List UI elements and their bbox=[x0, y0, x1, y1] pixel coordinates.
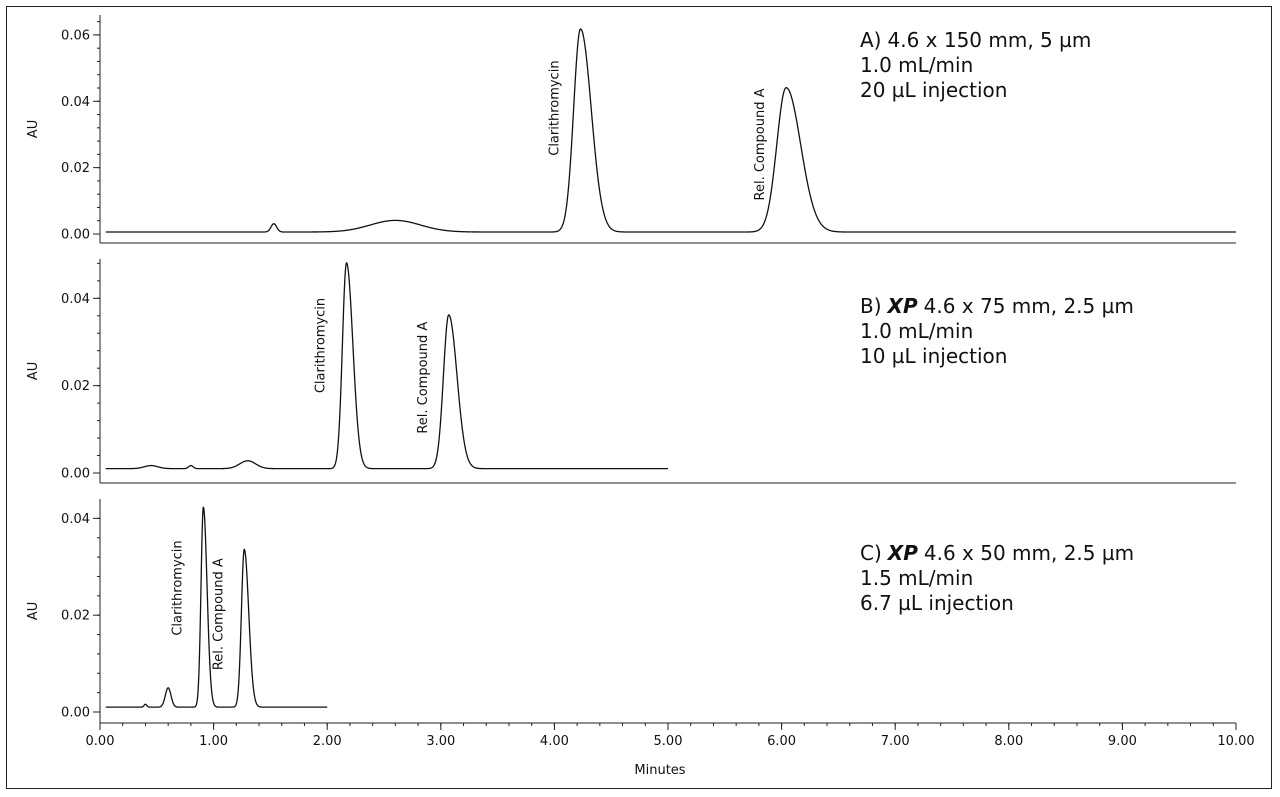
x-tick-label: 9.00 bbox=[1108, 734, 1137, 749]
condition-injection: 6.7 µL injection bbox=[860, 591, 1014, 615]
y-tick-label: 0.00 bbox=[61, 706, 90, 721]
peak-label: Rel. Compound A bbox=[416, 322, 431, 434]
condition-column: 4.6 x 75 mm, 2.5 µm bbox=[924, 294, 1134, 318]
condition-prefix: A) bbox=[860, 28, 881, 52]
y-tick-label: 0.04 bbox=[61, 292, 90, 307]
chromatogram-figure: 0.00 0.02 0.04 0.06 AU Clarithromycin Rel. Com… bbox=[26, 15, 1255, 778]
y-tick-label: 0.02 bbox=[61, 161, 90, 176]
peak-label: Clarithromycin bbox=[548, 60, 563, 155]
x-axis-title: Minutes bbox=[634, 763, 685, 778]
y-axis-title: AU bbox=[26, 602, 41, 620]
condition-injection: 20 µL injection bbox=[860, 78, 1007, 102]
chromatogram-trace-a bbox=[105, 28, 1236, 233]
x-axis: 0.00 1.00 2.00 3.00 4.00 5.00 6.00 7.00 8.00 9.00… bbox=[86, 722, 1255, 778]
y-tick-label: 0.00 bbox=[61, 467, 90, 482]
condition-prefix: B) bbox=[860, 294, 882, 318]
y-tick-label: 0.04 bbox=[61, 512, 90, 527]
figure-frame: 0.00 0.02 0.04 0.06 AU Clarithromycin Rel. Com… bbox=[6, 6, 1272, 789]
condition-column-line: C) XP 4.6 x 50 mm, 2.5 µm bbox=[860, 541, 1134, 565]
condition-prefix: C) bbox=[860, 541, 882, 565]
condition-column: 4.6 x 50 mm, 2.5 µm bbox=[924, 541, 1134, 565]
y-tick-label: 0.00 bbox=[61, 228, 90, 243]
y-axis-title: AU bbox=[26, 362, 41, 380]
peak-label: Clarithromycin bbox=[170, 540, 185, 635]
x-tick-label: 2.00 bbox=[313, 734, 342, 749]
y-tick-label: 0.02 bbox=[61, 609, 90, 624]
y-tick-label: 0.04 bbox=[61, 95, 90, 110]
peak-label: Clarithromycin bbox=[314, 298, 329, 393]
panel-b: 0.00 0.02 0.04 AU Clarithromycin Rel. Compoun… bbox=[26, 259, 1236, 484]
y-axis-title: AU bbox=[26, 120, 41, 138]
condition-column-line: A) 4.6 x 150 mm, 5 µm bbox=[860, 28, 1091, 52]
chromatogram-trace-b bbox=[105, 262, 668, 470]
x-tick-label: 8.00 bbox=[994, 734, 1023, 749]
y-tick-label: 0.02 bbox=[61, 379, 90, 394]
condition-injection: 10 µL injection bbox=[860, 344, 1007, 368]
x-tick-label: 7.00 bbox=[881, 734, 910, 749]
condition-flow: 1.0 mL/min bbox=[860, 53, 973, 77]
panel-c: 0.00 0.02 0.04 AU Clarithromycin Rel. Compoun… bbox=[26, 499, 1134, 723]
y-tick-label: 0.06 bbox=[61, 28, 90, 43]
panel-a: 0.00 0.02 0.04 0.06 AU Clarithromycin Rel. Com… bbox=[26, 15, 1236, 244]
x-tick-label: 4.00 bbox=[540, 734, 569, 749]
x-tick-label: 5.00 bbox=[654, 734, 683, 749]
x-tick-label: 10.00 bbox=[1217, 734, 1254, 749]
condition-column: 4.6 x 150 mm, 5 µm bbox=[887, 28, 1091, 52]
condition-column-line: B) XP 4.6 x 75 mm, 2.5 µm bbox=[860, 294, 1134, 318]
peak-label: Rel. Compound A bbox=[753, 88, 768, 200]
x-tick-label: 6.00 bbox=[767, 734, 796, 749]
x-tick-label: 3.00 bbox=[426, 734, 455, 749]
condition-flow: 1.0 mL/min bbox=[860, 319, 973, 343]
condition-xp-label: XP bbox=[886, 541, 918, 565]
x-tick-label: 1.00 bbox=[199, 734, 228, 749]
x-tick-label: 0.00 bbox=[86, 734, 115, 749]
chromatogram-trace-c bbox=[105, 506, 328, 708]
chart-panels: 0.00 0.02 0.04 0.06 AU Clarithromycin Rel. Com… bbox=[26, 15, 1236, 723]
condition-xp-label: XP bbox=[886, 294, 918, 318]
condition-flow: 1.5 mL/min bbox=[860, 566, 973, 590]
peak-label: Rel. Compound A bbox=[211, 558, 226, 670]
